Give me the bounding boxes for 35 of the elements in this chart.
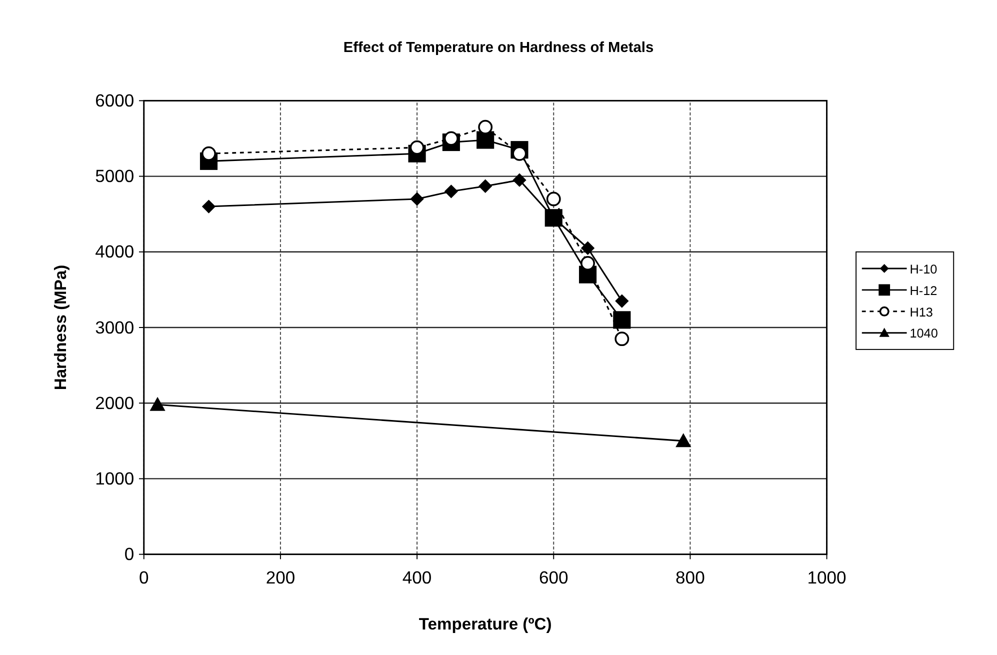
point [478, 179, 492, 193]
legend-label: 1040 [910, 326, 938, 341]
point [512, 173, 526, 187]
point [410, 140, 424, 155]
y-tick-label: 3000 [95, 317, 134, 338]
y-tick-label: 5000 [95, 166, 134, 186]
point [478, 120, 493, 134]
y-tick-label: 1000 [95, 468, 134, 489]
point [476, 131, 494, 149]
legend-label: H-10 [910, 262, 938, 276]
x-tick-label: 1000 [807, 568, 847, 588]
point [580, 241, 595, 255]
y-tick-label: 0 [124, 544, 134, 564]
legend-label: H-12 [910, 284, 938, 298]
point [613, 311, 631, 329]
y-axis-title: Hardness (MPa) [50, 264, 70, 390]
point [546, 192, 561, 206]
point [614, 332, 630, 346]
y-tick-label: 4000 [95, 242, 134, 262]
y-tick-label: 2000 [95, 392, 134, 413]
point [512, 146, 527, 161]
x-tick-label: 800 [676, 568, 706, 588]
legend-label: H13 [910, 305, 933, 320]
x-tick-label: 400 [402, 568, 432, 588]
x-tick-label: 0 [138, 568, 149, 588]
y-tick-label: 6000 [95, 90, 134, 111]
x-tick-label: 200 [266, 568, 296, 588]
point [615, 294, 629, 308]
x-tick-label: 600 [538, 568, 568, 588]
point [202, 200, 216, 214]
x-axis-title: Temperature (ºC) [418, 614, 552, 634]
chart-title: Effect of Temperature on Hardness of Metals [343, 40, 654, 56]
point [580, 256, 595, 270]
point [444, 184, 458, 198]
point [410, 192, 424, 206]
